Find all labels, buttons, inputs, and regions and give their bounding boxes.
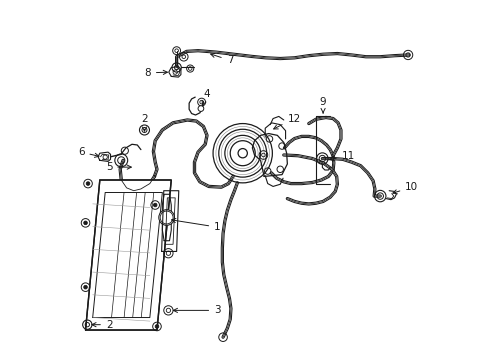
Text: 5: 5: [105, 162, 131, 172]
Text: 3: 3: [173, 305, 220, 315]
Text: 12: 12: [273, 113, 300, 129]
Circle shape: [153, 203, 157, 207]
Circle shape: [83, 285, 87, 289]
Polygon shape: [85, 180, 171, 330]
Circle shape: [86, 182, 90, 185]
Text: 2: 2: [92, 320, 112, 330]
Circle shape: [198, 106, 203, 111]
Text: 1: 1: [171, 219, 220, 232]
Text: 9: 9: [319, 97, 325, 113]
Circle shape: [159, 210, 174, 225]
Text: 8: 8: [144, 68, 167, 78]
Text: 11: 11: [329, 151, 354, 161]
Circle shape: [83, 221, 87, 225]
Text: 4: 4: [202, 89, 210, 105]
Text: 2: 2: [141, 113, 147, 131]
Text: 6: 6: [78, 147, 99, 157]
Text: 10: 10: [392, 182, 418, 194]
Circle shape: [142, 127, 147, 132]
Circle shape: [160, 211, 173, 224]
Circle shape: [155, 325, 159, 328]
Text: 7: 7: [210, 53, 233, 65]
